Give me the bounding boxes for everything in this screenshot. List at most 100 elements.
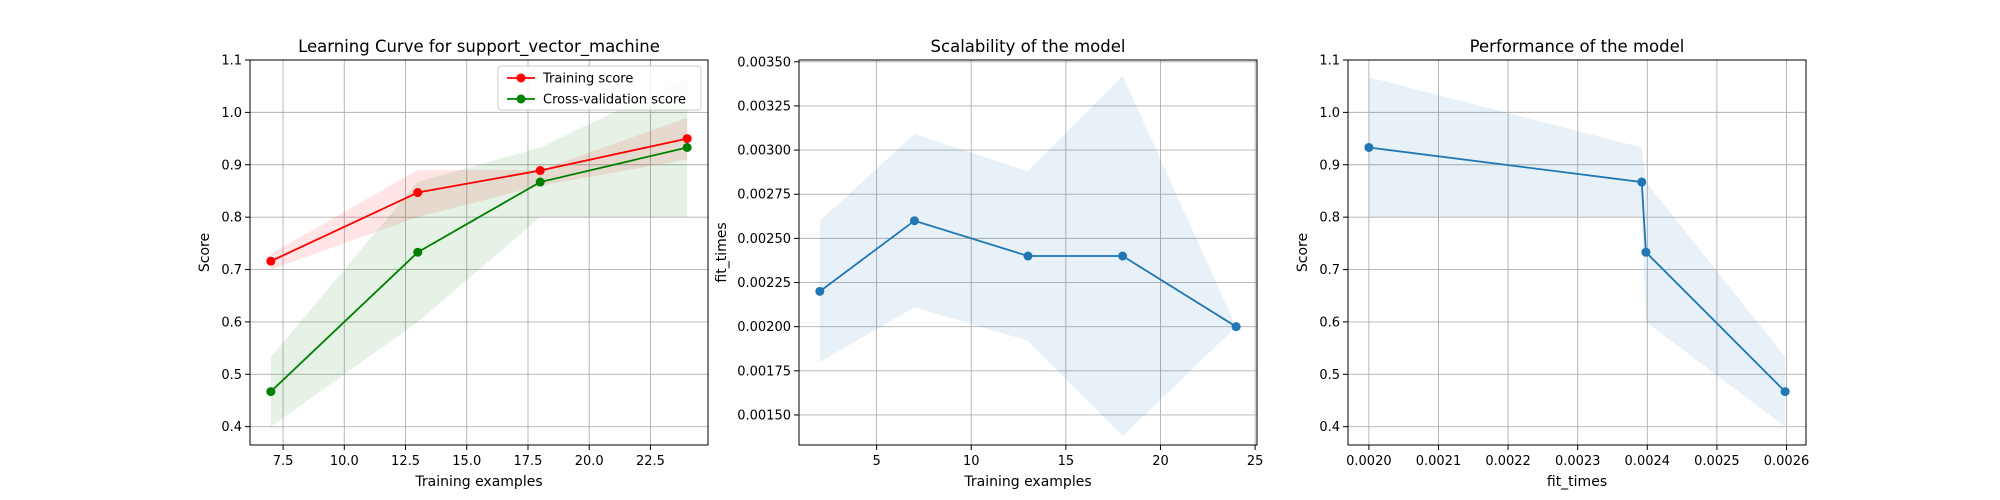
y-tick-label: 0.00175 xyxy=(737,364,791,379)
performance-y-axis-label: Score xyxy=(1295,233,1311,272)
y-tick-label: 0.4 xyxy=(1319,420,1340,435)
series-0-point xyxy=(413,188,423,198)
y-tick-label: 0.9 xyxy=(221,158,242,173)
y-tick-label: 0.6 xyxy=(1319,315,1340,330)
learning-curve-lines xyxy=(270,137,688,393)
x-tick-label: 0.0024 xyxy=(1625,454,1671,469)
learning-curve-x-axis-label: Training examples xyxy=(414,474,542,490)
learning-curve-title: Learning Curve for support_vector_machin… xyxy=(298,37,660,57)
y-tick-label: 1.1 xyxy=(1319,54,1340,69)
y-tick-label: 0.00250 xyxy=(737,232,791,247)
y-tick-label: 0.00325 xyxy=(737,99,791,114)
series-0-point xyxy=(1118,251,1128,261)
y-tick-label: 0.00350 xyxy=(737,55,791,70)
y-tick-label: 0.8 xyxy=(221,211,242,226)
performance-x-axis-label: fit_times xyxy=(1547,474,1607,490)
scalability-frame xyxy=(798,59,1258,446)
performance-y-ticks: 0.4 0.5 0.6 0.7 0.8 0.9 1.0 1.1 xyxy=(1319,54,1348,435)
y-tick-label: 0.00200 xyxy=(737,320,791,335)
learning-curve-markers xyxy=(266,134,692,397)
y-tick-label: 0.00150 xyxy=(737,408,791,423)
learning-curve-legend: Training score Cross-validation score xyxy=(497,65,702,111)
performance-plot-area xyxy=(1348,60,1806,445)
x-tick-label: 0.0026 xyxy=(1764,454,1810,469)
y-tick-label: 0.5 xyxy=(221,368,242,383)
performance-x-ticks: 0.0020 0.0021 0.0022 0.0023 0.0024 0.0025 0.00… xyxy=(1346,445,1809,469)
series-1-point xyxy=(413,247,423,257)
x-tick-label: 5 xyxy=(872,454,880,469)
series-1-line xyxy=(270,146,688,393)
series-0-point xyxy=(1023,251,1033,261)
x-tick-label: 0.0023 xyxy=(1555,454,1601,469)
series-1-point xyxy=(682,142,692,152)
series-0-line xyxy=(1368,146,1786,393)
x-tick-label: 15.0 xyxy=(452,454,481,469)
learning-curve-y-axis-label: Score xyxy=(197,233,213,272)
y-tick-label: 1.0 xyxy=(221,106,242,121)
legend-cv-marker xyxy=(516,94,526,104)
y-tick-label: 0.6 xyxy=(221,315,242,330)
x-tick-label: 22.5 xyxy=(636,454,665,469)
scalability-title: Scalability of the model xyxy=(931,37,1126,56)
y-tick-label: 0.8 xyxy=(1319,211,1340,226)
performance-bands xyxy=(1368,77,1786,427)
scalability-x-ticks: 5 10 15 20 25 xyxy=(872,445,1263,469)
x-tick-label: 10.0 xyxy=(330,454,359,469)
scalability-grid xyxy=(799,60,1257,445)
series-0-point xyxy=(815,286,825,296)
x-tick-label: 20.0 xyxy=(575,454,604,469)
series-0-point xyxy=(909,216,919,226)
legend-training-marker xyxy=(516,73,526,83)
y-tick-label: 0.4 xyxy=(221,420,242,435)
x-tick-label: 15 xyxy=(1058,454,1075,469)
x-tick-label: 0.0025 xyxy=(1694,454,1740,469)
x-tick-label: 12.5 xyxy=(391,454,420,469)
y-tick-label: 1.0 xyxy=(1319,106,1340,121)
scalability-y-ticks: 0.00150 0.00175 0.00200 0.00225 0.00250 0.002… xyxy=(737,55,799,423)
scalability-y-axis-label: fit_times xyxy=(714,222,730,282)
legend-training-label: Training score xyxy=(542,72,633,87)
series-1-point xyxy=(266,387,276,397)
series-0-point xyxy=(1637,177,1647,187)
scalability-x-axis-label: Training examples xyxy=(963,474,1091,490)
y-tick-label: 0.9 xyxy=(1319,158,1340,173)
learning-curve-plot-area xyxy=(250,60,708,445)
series-0-point xyxy=(1641,247,1651,257)
x-tick-label: 0.0021 xyxy=(1416,454,1462,469)
series-0-point xyxy=(682,134,692,144)
y-tick-label: 0.7 xyxy=(1319,263,1340,278)
learning-curve-y-ticks: 0.4 0.5 0.6 0.7 0.8 0.9 1.0 1.1 xyxy=(221,54,250,435)
x-tick-label: 17.5 xyxy=(514,454,543,469)
learning-curve-x-ticks: 7.5 10.0 12.5 15.0 17.5 20.0 22.5 xyxy=(273,445,665,469)
x-tick-label: 20 xyxy=(1152,454,1169,469)
y-tick-label: 0.5 xyxy=(1319,368,1340,383)
series-0-point xyxy=(266,256,276,266)
y-tick-label: 1.1 xyxy=(221,54,242,69)
performance-grid xyxy=(1348,59,1806,445)
performance-lines xyxy=(1368,146,1786,393)
series-0-band xyxy=(1368,77,1786,427)
series-1-band xyxy=(270,77,688,427)
performance-frame xyxy=(1347,59,1807,446)
series-0-point xyxy=(535,166,545,176)
x-tick-label: 7.5 xyxy=(273,454,294,469)
x-tick-label: 10 xyxy=(963,454,980,469)
series-0-band xyxy=(270,117,688,270)
performance-title: Performance of the model xyxy=(1470,37,1685,56)
performance-panel: 0.0020 0.0021 0.0022 0.0023 0.0024 0.0025 0.00… xyxy=(1295,37,1809,490)
scalability-panel: 5 10 15 20 25 0.001500.001750.002000.002250.… xyxy=(714,37,1263,490)
learning-curve-frame xyxy=(249,59,709,446)
x-tick-label: 0.0022 xyxy=(1485,454,1531,469)
series-0-line xyxy=(270,137,688,262)
y-tick-label: 0.00275 xyxy=(737,188,791,203)
learning-curve-bands xyxy=(270,77,688,427)
y-tick-label: 0.7 xyxy=(221,263,242,278)
series-1-point xyxy=(535,177,545,187)
series-0-point xyxy=(1364,142,1374,152)
legend-frame xyxy=(497,65,702,111)
y-tick-label: 0.00300 xyxy=(737,144,791,159)
y-tick-label: 0.00225 xyxy=(737,276,791,291)
series-0-point xyxy=(1231,322,1241,332)
learning-curve-panel: 7.5 10.0 12.5 15.0 17.5 20.0 22.5 0.4 0.5 0.6 0.7… xyxy=(197,37,709,490)
